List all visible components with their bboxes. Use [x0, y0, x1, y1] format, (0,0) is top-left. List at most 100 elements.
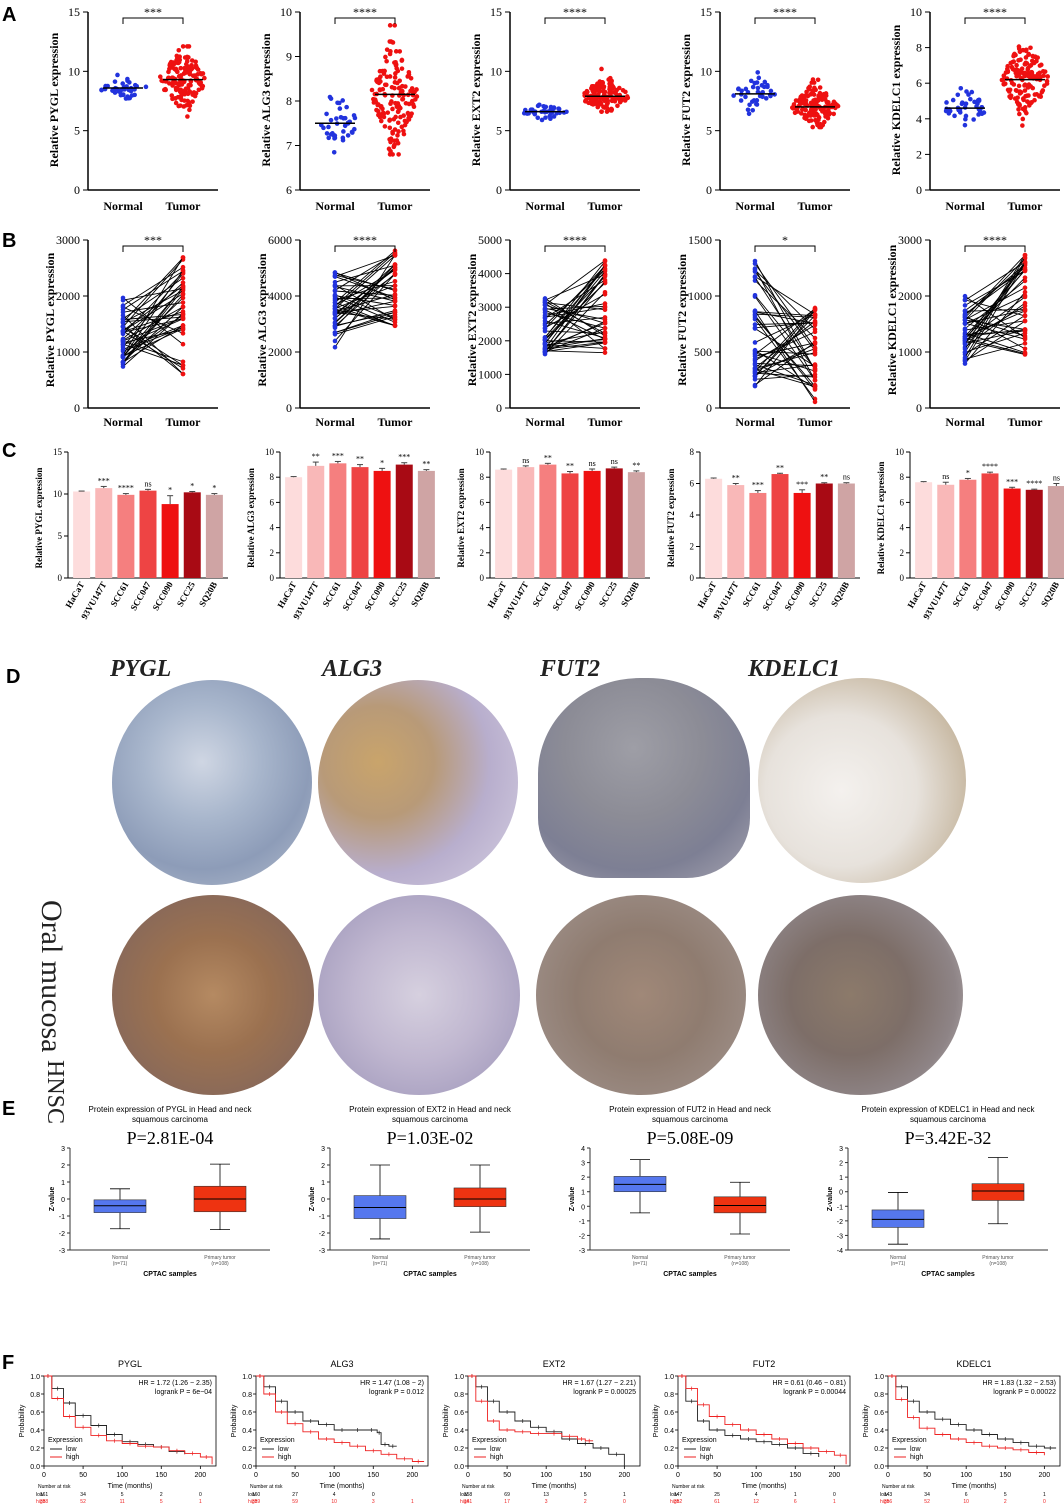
pair-line	[122, 306, 184, 334]
x-axis-label: Time (months)	[108, 1483, 153, 1490]
bar-hacat	[705, 478, 723, 578]
pair-line	[334, 286, 396, 302]
bar-sq20b	[205, 494, 223, 578]
chart-title: Protein expression of KDELC1 in Head and…	[862, 1105, 1036, 1114]
pair-line	[122, 259, 184, 328]
data-point	[802, 112, 808, 118]
chart-title: Protein expression of EXT2 in Head and n…	[349, 1105, 512, 1114]
data-point	[185, 91, 191, 97]
data-point	[408, 75, 414, 81]
plot-frame	[887, 1375, 1061, 1467]
y-tick-label: 4000	[268, 289, 292, 303]
data-point	[1014, 62, 1019, 68]
x-tick-label: 200	[1039, 1472, 1051, 1479]
y-tick-label: 2	[480, 548, 485, 558]
pair-line	[544, 321, 606, 350]
data-point-tumor	[1022, 335, 1028, 341]
data-point	[1024, 110, 1029, 116]
significance-label: ****	[1026, 479, 1042, 488]
pair-line	[754, 263, 816, 349]
risk-count-high: 3	[545, 1499, 548, 1505]
significance-bracket	[544, 17, 606, 24]
risk-count-high: 6	[794, 1499, 797, 1505]
data-point	[598, 101, 604, 107]
data-point-tumor	[180, 275, 186, 281]
data-point	[399, 57, 405, 63]
ihc-core-fut2-tumor	[536, 895, 746, 1095]
risk-count-low: 5	[121, 1492, 124, 1498]
y-axis-label: Relative ALG3 expression	[255, 253, 269, 386]
risk-count-low: 13	[543, 1492, 549, 1498]
y-axis-label: Relative PYGL expression	[47, 32, 61, 167]
significance-label: *	[212, 484, 216, 493]
y-tick-label: 0.8	[30, 1392, 40, 1399]
y-tick-label: 1	[321, 1180, 325, 1187]
significance-label: ****	[353, 233, 377, 247]
x-tick-label: 200	[407, 1472, 419, 1479]
data-point-normal	[962, 297, 968, 303]
risk-count-low: 5	[1004, 1492, 1007, 1498]
y-tick-label: 0.8	[664, 1392, 674, 1399]
data-point	[341, 129, 346, 134]
data-point-tumor	[180, 341, 186, 347]
data-point	[821, 91, 827, 97]
x-category-label: SCC090	[992, 580, 1017, 613]
pair-line	[754, 309, 816, 377]
y-tick-label: 3	[61, 1146, 65, 1153]
data-point	[813, 106, 818, 112]
x-tick-label: 150	[155, 1472, 167, 1479]
data-point-tumor	[602, 277, 608, 283]
bar-scc61	[959, 479, 977, 578]
x-category-label: Tumor	[166, 199, 202, 213]
y-tick-label: 2	[916, 147, 922, 161]
x-tick-label: 150	[579, 1472, 591, 1479]
paired-chart-ext2: 0 1000 2000 3000 4000 5000 Relative EXT2 expre…	[465, 233, 640, 429]
risk-label-low: low	[248, 1492, 256, 1498]
data-point	[621, 96, 627, 102]
data-point-normal	[120, 348, 126, 354]
pair-line	[334, 294, 396, 319]
data-point	[327, 94, 333, 100]
p-value: P=5.08E-09	[647, 1128, 734, 1148]
pair-line	[754, 362, 816, 367]
y-tick-label: 8	[270, 472, 275, 482]
y-axis-label: Relative FUT2 expression	[666, 469, 676, 568]
data-point	[835, 103, 841, 109]
data-point	[1019, 66, 1025, 72]
ihc-core-kdelc1-normal	[758, 678, 966, 883]
data-point	[200, 83, 206, 89]
data-point	[388, 148, 393, 154]
x-category-label: SCC25	[807, 580, 829, 609]
box	[871, 1209, 925, 1228]
data-point	[1018, 57, 1023, 63]
data-point	[194, 65, 200, 71]
data-point-normal	[962, 338, 968, 343]
data-point	[591, 101, 597, 107]
y-tick-label: 2	[839, 1161, 843, 1168]
y-tick-label: 0	[916, 401, 922, 415]
pair-line	[122, 306, 184, 363]
data-point-tumor	[602, 333, 608, 339]
pair-line	[334, 276, 396, 298]
significance-label: ****	[563, 5, 587, 19]
y-tick-label: 10	[53, 489, 63, 499]
data-point-normal	[120, 364, 126, 369]
y-axis-label: Probability	[19, 1404, 26, 1437]
legend-label: high	[278, 1454, 291, 1461]
data-point-normal	[120, 359, 126, 365]
data-point	[811, 98, 816, 103]
data-point	[401, 128, 406, 134]
significance-label: *	[168, 486, 172, 495]
data-point-tumor	[1022, 285, 1028, 291]
bar-scc25	[815, 483, 833, 578]
pair-line	[122, 293, 184, 332]
risk-label-high: high	[880, 1499, 890, 1505]
data-point-normal	[542, 328, 548, 334]
risk-count-high: 339	[252, 1499, 261, 1505]
data-point	[810, 77, 816, 82]
y-tick-label: 1500	[688, 233, 712, 247]
pair-line	[544, 303, 606, 316]
